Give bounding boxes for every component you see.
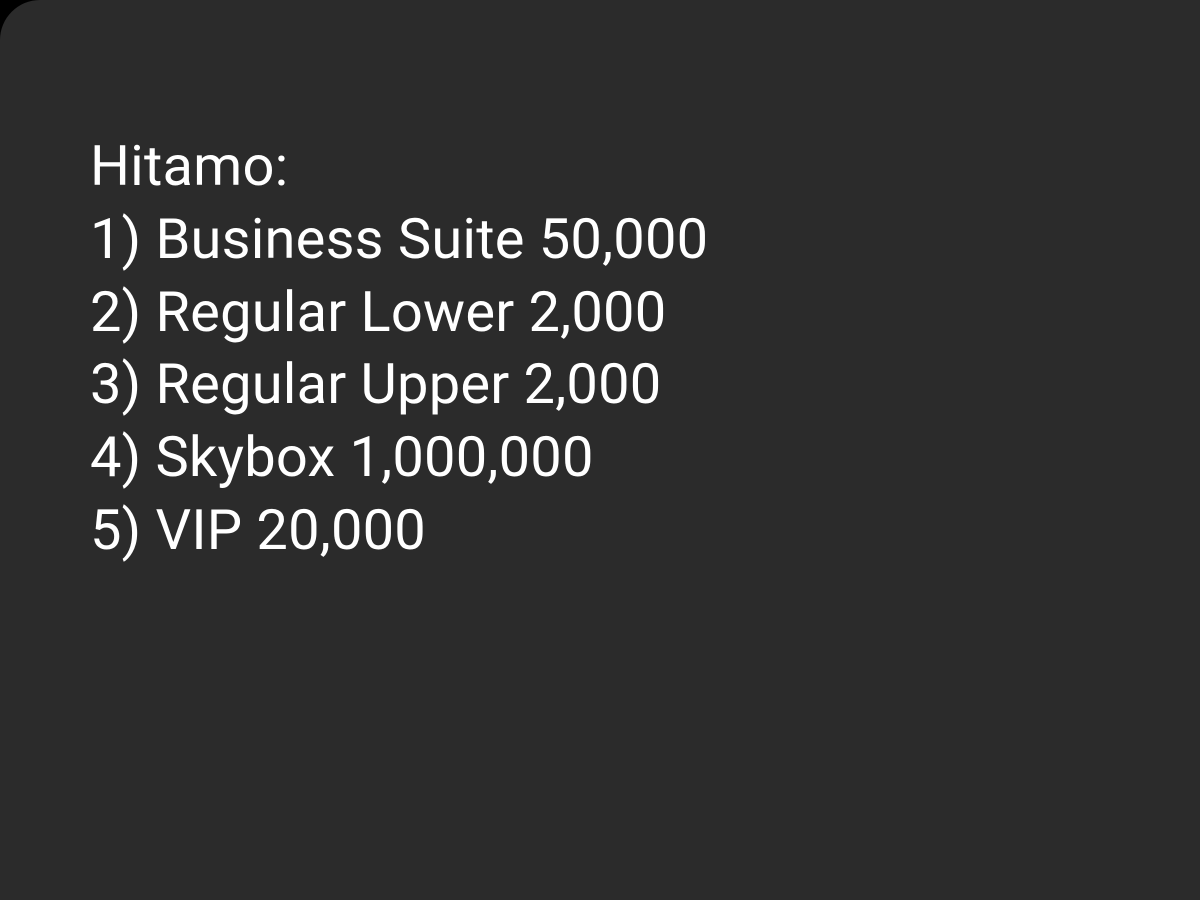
menu-option-5[interactable]: 5) VIP 20,000 bbox=[90, 494, 1110, 567]
menu-option-label: Business Suite bbox=[155, 206, 524, 272]
menu-option-number: 5) bbox=[90, 497, 141, 563]
menu-option-label: Regular Upper bbox=[155, 351, 509, 417]
menu-option-1[interactable]: 1) Business Suite 50,000 bbox=[90, 203, 1110, 276]
menu-option-price: 2,000 bbox=[528, 279, 666, 345]
menu-option-2[interactable]: 2) Regular Lower 2,000 bbox=[90, 276, 1110, 349]
menu-option-number: 2) bbox=[90, 279, 141, 345]
menu-option-price: 2,000 bbox=[524, 351, 662, 417]
menu-title: Hitamo: bbox=[90, 130, 1110, 203]
ussd-menu-panel: Hitamo: 1) Business Suite 50,000 2) Regu… bbox=[0, 0, 1200, 900]
menu-option-label: Skybox bbox=[155, 424, 335, 490]
menu-option-number: 3) bbox=[90, 351, 141, 417]
menu-option-price: 1,000,000 bbox=[349, 424, 593, 490]
menu-option-4[interactable]: 4) Skybox 1,000,000 bbox=[90, 421, 1110, 494]
menu-option-label: Regular Lower bbox=[155, 279, 514, 345]
menu-option-number: 4) bbox=[90, 424, 141, 490]
menu-option-price: 20,000 bbox=[256, 497, 426, 563]
menu-option-price: 50,000 bbox=[539, 206, 709, 272]
menu-option-number: 1) bbox=[90, 206, 141, 272]
menu-option-3[interactable]: 3) Regular Upper 2,000 bbox=[90, 348, 1110, 421]
menu-option-label: VIP bbox=[155, 497, 242, 563]
